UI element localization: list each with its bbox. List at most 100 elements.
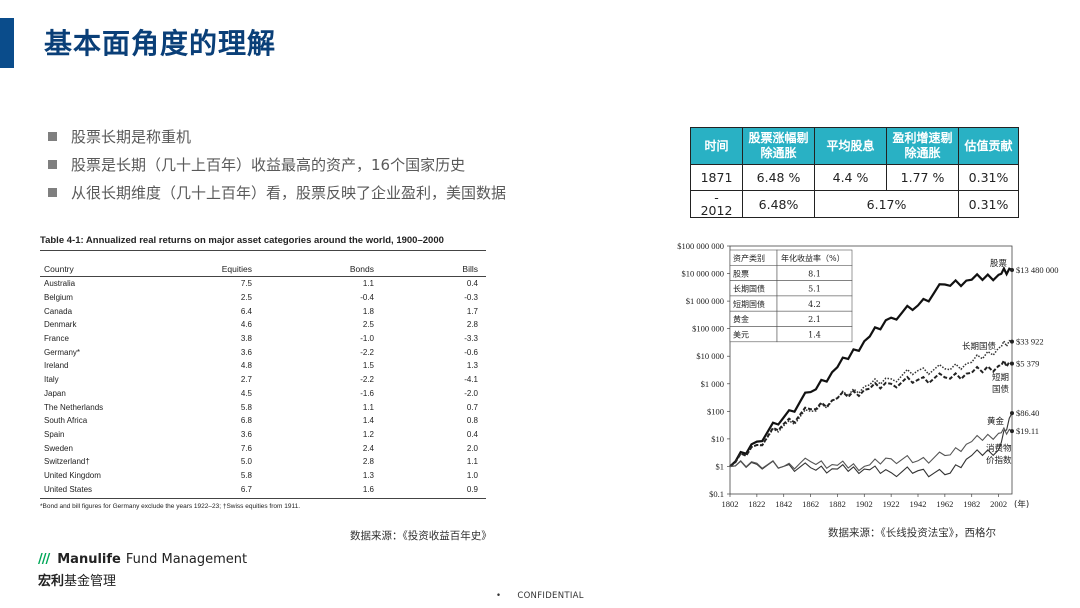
bullet-square-icon [48, 187, 57, 197]
header-bills: Bills [462, 264, 478, 274]
table-row: France 3.8 -1.0 -3.3 [40, 332, 486, 346]
table-row: Spain 3.6 1.2 0.4 [40, 428, 486, 442]
footer-bullet: • [496, 591, 502, 601]
inset-text: 2.1 [808, 315, 821, 324]
table-cell: 0.7 [466, 402, 478, 412]
series-line [729, 265, 1013, 468]
cell: 1.77 % [886, 164, 959, 191]
cell: 0.31% [958, 164, 1019, 191]
cell-merged: 6.17% [814, 190, 959, 218]
table-cell: 2.5 [362, 320, 374, 330]
table-cell: 7.5 [240, 279, 252, 289]
series-end-label: $13 480 000 [1016, 265, 1059, 275]
table-row: Canada 6.4 1.8 1.7 [40, 304, 486, 318]
table-row: Australia 7.5 1.1 0.4 [40, 277, 486, 291]
table-cell: 2.8 [466, 320, 478, 330]
bullet-text: 股票是长期（几十上百年）收益最高的资产，16个国家历史 [71, 155, 466, 174]
table-cell: -2.2 [360, 347, 374, 357]
y-tick-label: $100 [707, 406, 724, 416]
table-row: Italy 2.7 -2.2 -4.1 [40, 373, 486, 387]
y-tick-label: $100 000 000 [677, 241, 724, 251]
y-tick-label: $10 000 000 [682, 269, 725, 279]
x-unit-label: (年) [1014, 499, 1029, 510]
table-cell: United States [44, 484, 93, 494]
table-row: United States 6.7 1.6 0.9 [40, 482, 486, 496]
x-tick-label: 1862 [802, 499, 819, 509]
series-label-stocks: 股票 [990, 259, 1008, 269]
y-tick-label: $1 000 [701, 379, 724, 389]
year-end: 2012 [700, 203, 733, 218]
table-cell: Australia [44, 279, 76, 289]
table-cell: 1.2 [362, 429, 374, 439]
table-cell: 5.8 [240, 402, 252, 412]
table-cell: -1.0 [360, 334, 374, 344]
inset-text: 4.2 [808, 300, 821, 309]
source-left: 数据来源：《投资收益百年史》 [350, 530, 492, 542]
table-cell: 2.8 [362, 457, 374, 467]
series-end-point [1010, 411, 1014, 416]
table-row: United Kingdom 5.8 1.3 1.0 [40, 469, 486, 483]
table-cell: 1.5 [362, 361, 374, 371]
table-cell: 2.4 [362, 443, 374, 453]
wealth-chart: $100 000 000 $10 000 000 $1 000 000 $100 00… [677, 241, 1059, 510]
table-cell: 1.4 [362, 416, 374, 426]
table-cell: Ireland [44, 361, 69, 371]
y-tick-label: $10 [711, 434, 724, 444]
bullet-text: 从很长期维度（几十上百年）看，股票反映了企业盈利，美国数据 [71, 183, 507, 202]
y-tick-label: $1 [716, 461, 725, 471]
table-cell: -3.3 [464, 334, 478, 344]
table-cell: The Netherlands [44, 402, 104, 412]
table-cell: Japan [44, 388, 66, 398]
table-cell: United Kingdom [44, 470, 101, 480]
header-equities: Equities [221, 264, 252, 274]
x-tick-label: 1842 [775, 499, 792, 509]
bullet-item: 从很长期维度（几十上百年）看，股票反映了企业盈利，美国数据 [48, 178, 506, 206]
table-row: Japan 4.5 -1.6 -2.0 [40, 387, 486, 401]
table-cell: Belgium [44, 293, 73, 303]
bullet-text: 股票长期是称重机 [71, 127, 192, 146]
series-label-bonds: 长期国债 [962, 341, 997, 352]
header-valuation: 估值贡献 [958, 127, 1019, 165]
series-end-point [1010, 267, 1014, 272]
brand-cn-2: 基金管理 [64, 574, 117, 589]
returns-table-caption: Table 4-1: Annualized real returns on ma… [40, 235, 486, 251]
bullet-square-icon [48, 131, 57, 141]
series-end-point [1010, 339, 1014, 344]
inset-text: 5.1 [808, 285, 821, 294]
table-cell: 2.7 [240, 375, 252, 385]
table-cell: Sweden [44, 443, 73, 453]
table-cell: 1.6 [362, 484, 374, 494]
inset-text: 黄金 [733, 314, 749, 324]
table-cell: -4.1 [464, 375, 478, 385]
table-cell: 6.4 [240, 306, 252, 316]
table-cell: 1.1 [362, 279, 374, 289]
header-earnings-growth: 盈利增速剔除通胀 [886, 127, 959, 165]
series-end-point [1010, 429, 1014, 434]
decomposition-row: - 2012 6.48% 6.17% 0.31% [690, 190, 1019, 218]
table-cell: 2.0 [466, 443, 478, 453]
x-tick-label: 2002 [990, 499, 1007, 509]
header-time: 时间 [690, 127, 743, 165]
table-cell: 7.6 [240, 443, 252, 453]
table-cell: Italy [44, 375, 59, 385]
bullet-item: 股票长期是称重机 [48, 122, 506, 150]
plot-frame [729, 245, 1013, 495]
series-end-label: $86.40 [1016, 408, 1039, 418]
year-end-cell: - 2012 [690, 190, 743, 218]
table-row: Switzerland† 5.0 2.8 1.1 [40, 455, 486, 469]
table-cell: 4.6 [240, 320, 252, 330]
year-dash: - [714, 190, 719, 205]
inset-cell [776, 326, 853, 343]
table-cell: Germany* [44, 347, 81, 357]
header-real-equity: 股票涨幅剔除通胀 [742, 127, 815, 165]
table-cell: -2.0 [464, 388, 478, 398]
series-label-gold: 黄金 [987, 416, 1005, 427]
inset-text: 资产类别 [733, 253, 765, 263]
manulife-m-icon: /// [38, 551, 50, 567]
series-line [729, 358, 1013, 468]
decomposition-table: 时间 股票涨幅剔除通胀 平均股息 盈利增速剔除通胀 估值贡献 1871 6.48… [690, 127, 1019, 218]
series-label-bills: 短期 [992, 372, 1009, 383]
table-cell: 0.4 [466, 429, 478, 439]
series-end-point [1010, 361, 1014, 366]
table-row: Denmark 4.6 2.5 2.8 [40, 318, 486, 332]
